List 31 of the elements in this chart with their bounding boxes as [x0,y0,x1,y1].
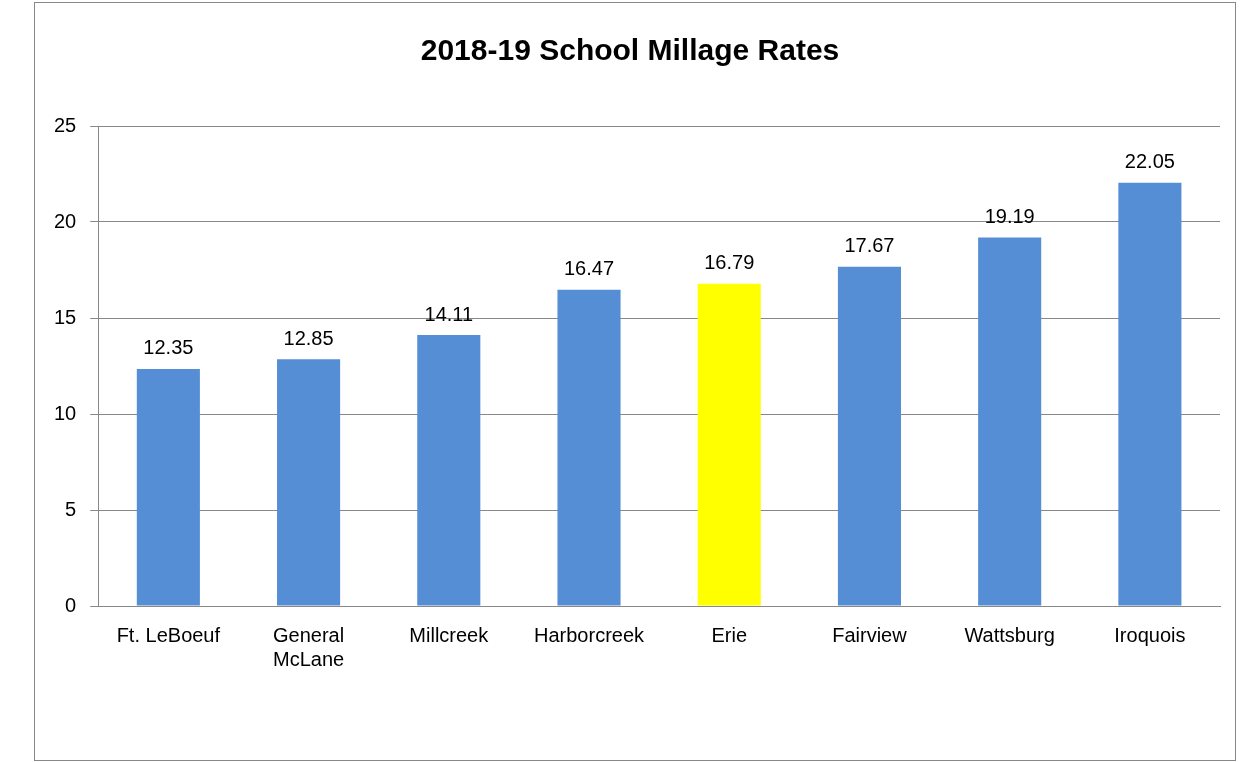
y-tick-label: 0 [65,593,77,616]
data-label: 12.35 [143,336,194,359]
x-tick-label: Iroquois [1114,623,1186,646]
x-tick-label: Ft. LeBoeuf [116,623,221,646]
y-tick-label: 10 [54,401,77,424]
x-tick-label: Harborcreek [533,623,646,646]
bar [417,335,481,606]
data-label: 17.67 [844,234,895,257]
x-tick-label: General McLane [273,623,345,670]
bar [697,283,761,606]
x-tick-label: Fairview [832,623,908,646]
y-tick-label: 25 [54,113,77,136]
bar [557,289,621,606]
x-tick-label: Wattsburg [964,623,1055,646]
x-tick-label: Millcreek [409,623,490,646]
data-label: 19.19 [984,205,1035,228]
data-label: 14.11 [424,302,474,325]
bar [136,368,200,606]
bar [978,237,1042,606]
data-label: 22.05 [1124,150,1175,173]
bar [1118,182,1182,606]
data-label: 12.85 [283,326,334,349]
data-label: 16.47 [563,257,615,280]
data-label: 16.79 [704,251,755,274]
y-tick-label: 15 [54,305,77,328]
y-tick-label: 20 [54,209,77,232]
chart-title: 2018-19 School Millage Rates [420,33,840,67]
bar [277,359,341,606]
y-tick-label: 5 [65,497,77,520]
bar [837,266,901,606]
x-tick-label: Erie [711,623,748,646]
